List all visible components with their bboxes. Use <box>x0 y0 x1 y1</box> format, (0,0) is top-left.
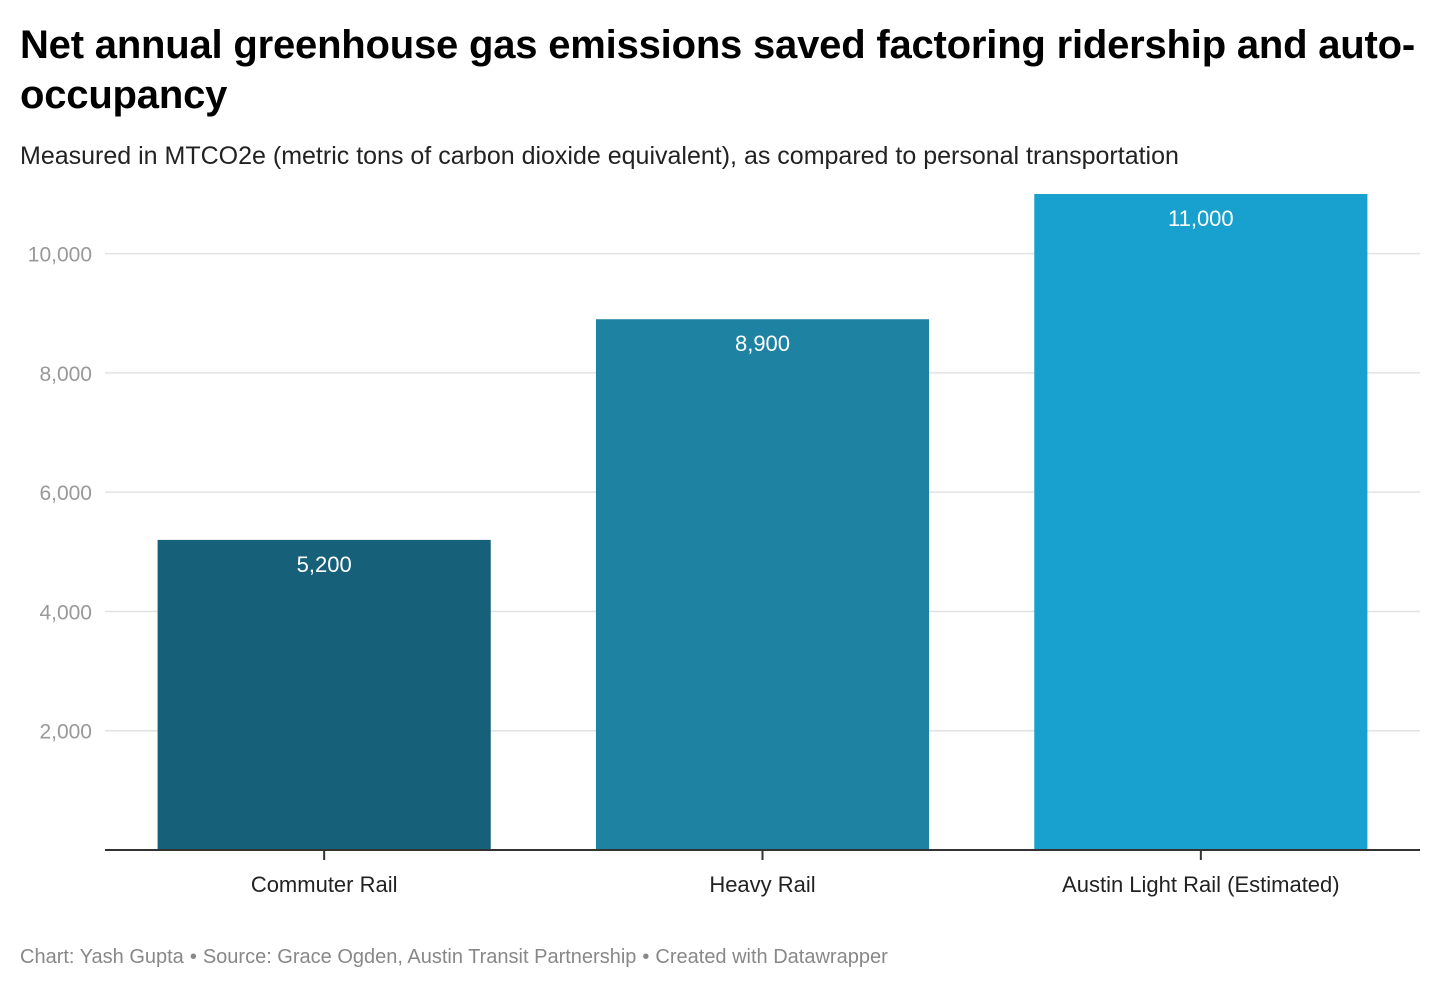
bar-chart: 2,000 4,000 6,000 8,000 10,000 Commuter Rail… <box>28 194 1420 897</box>
bar <box>1034 194 1368 850</box>
y-tick-label: 6,000 <box>39 482 92 505</box>
bars <box>157 194 1368 851</box>
chart-credit: Chart: Yash Gupta <box>20 946 184 968</box>
chart-tool-credit: Created with Datawrapper <box>655 946 888 968</box>
footer-separator: • <box>189 946 197 968</box>
y-tick-label: 4,000 <box>39 601 92 624</box>
y-tick-label: 10,000 <box>28 244 92 267</box>
x-tick-label: Austin Light Rail (Estimated) <box>1062 872 1340 897</box>
chart-source: Source: Grace Ogden, Austin Transit Part… <box>202 946 637 968</box>
y-axis-tick-labels: 2,000 4,000 6,000 8,000 10,000 <box>28 244 92 744</box>
bar <box>157 539 491 850</box>
value-labels: 5,200 8,900 11,000 <box>297 206 1234 577</box>
x-tick-label: Heavy Rail <box>709 872 815 897</box>
y-tick-label: 2,000 <box>39 721 92 744</box>
bar-value-label: 11,000 <box>1168 206 1234 231</box>
footer-separator: • <box>642 946 650 968</box>
chart-subtitle: Measured in MTCO2e (metric tons of carbo… <box>20 142 1179 170</box>
bar-value-label: 8,900 <box>735 331 790 356</box>
y-tick-label: 8,000 <box>39 363 92 386</box>
bar <box>595 319 930 851</box>
chart-footer: Chart: Yash Gupta • Source: Grace Ogden, A… <box>20 944 888 970</box>
x-tick-label: Commuter Rail <box>251 872 398 897</box>
bar-value-label: 5,200 <box>297 552 352 577</box>
chart-title: Net annual greenhouse gas emissions save… <box>20 23 1416 117</box>
x-axis-ticks: Commuter Rail Heavy Rail Austin Light Rail… <box>251 850 1340 897</box>
